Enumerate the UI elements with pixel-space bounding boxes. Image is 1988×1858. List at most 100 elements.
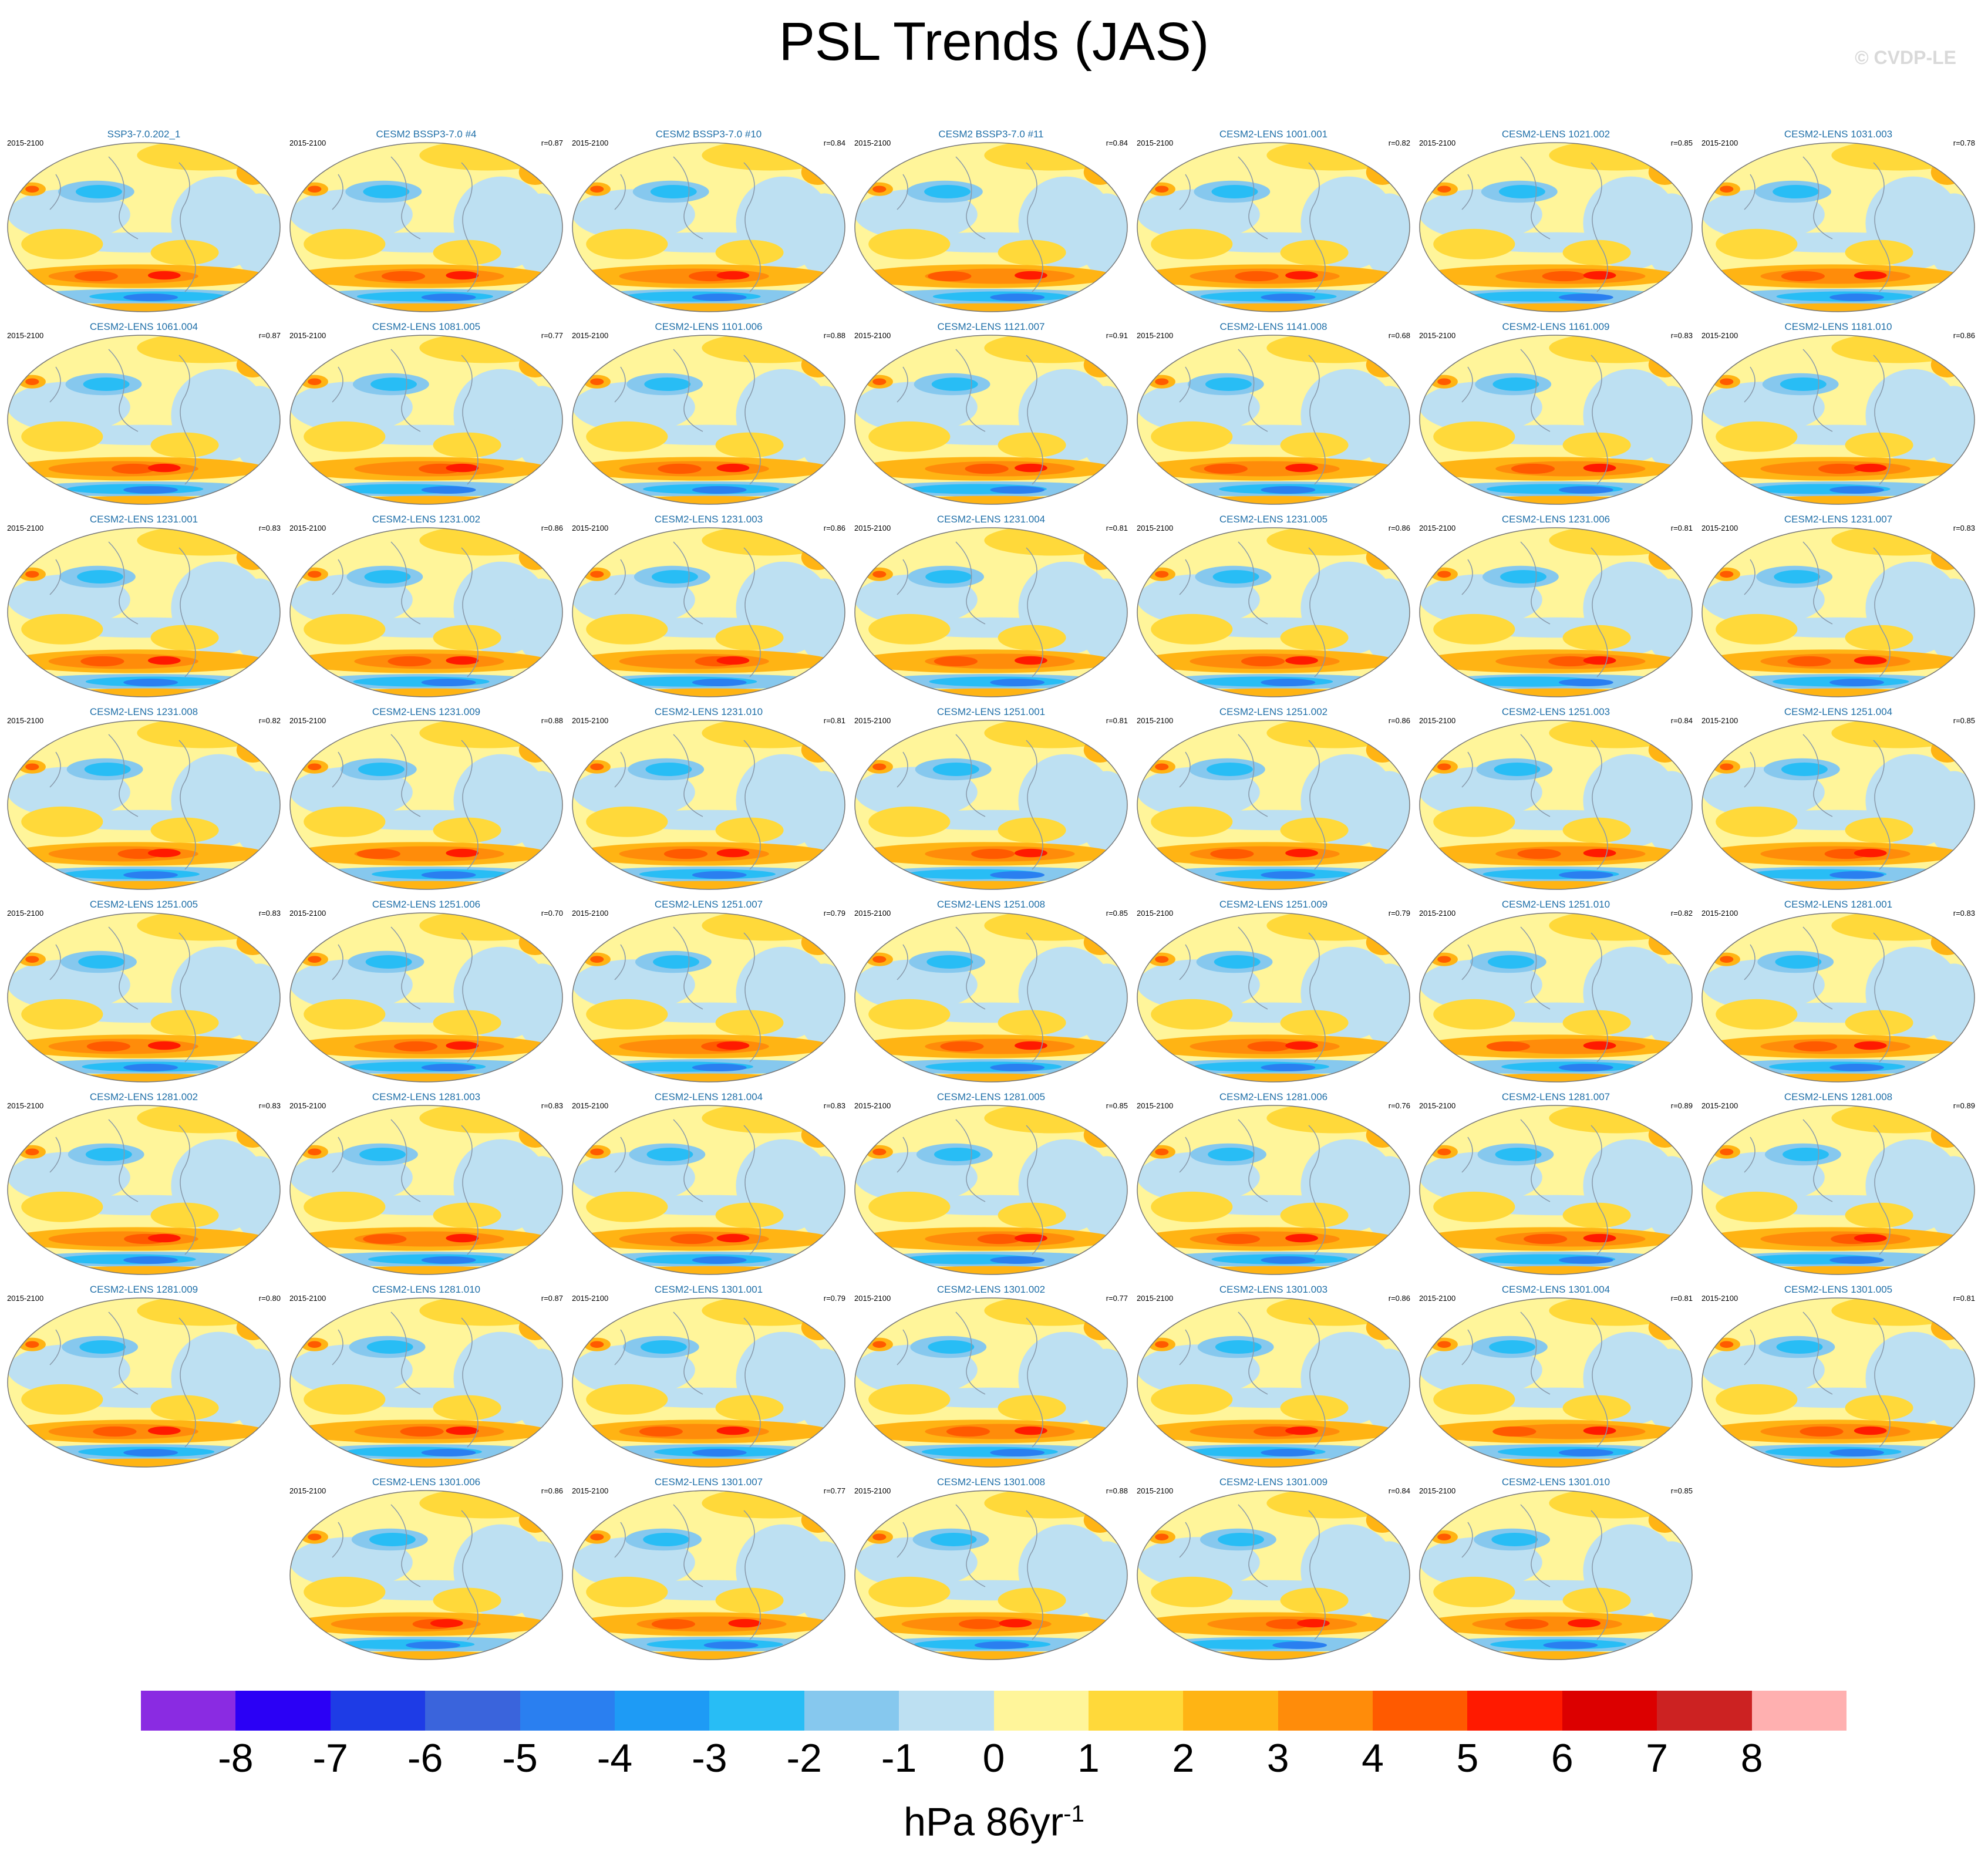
anomaly-region: [1280, 1587, 1349, 1613]
anomaly-region: [83, 377, 130, 392]
coastline: [614, 1119, 761, 1255]
anomaly-region: [868, 806, 951, 837]
map-panel: CESM2-LENS 1231.003 2015-2100 r=0.86: [571, 513, 847, 700]
anomaly-region: [1208, 1148, 1255, 1162]
panel-title: CESM2-LENS 1231.008: [89, 706, 198, 717]
anomaly-region: [304, 1576, 386, 1607]
map-svg: [1701, 142, 1975, 312]
anomaly-region: [111, 463, 156, 474]
map-border: [7, 720, 281, 890]
map-svg: [1701, 527, 1975, 697]
anomaly-region: [1280, 625, 1349, 650]
colorbar-box: [425, 1691, 521, 1731]
anomaly-region: [984, 913, 1121, 941]
unit-exponent: -1: [1063, 1801, 1084, 1827]
anomaly-region: [586, 1384, 668, 1415]
map-svg: [1419, 335, 1693, 505]
anomaly-region: [1818, 463, 1862, 474]
anomaly-region: [1261, 1256, 1316, 1264]
panel-title: CESM2-LENS 1281.010: [372, 1284, 481, 1295]
map-border: [289, 1490, 563, 1660]
map-svg: [1701, 912, 1975, 1083]
anomaly-region: [1648, 929, 1682, 955]
panel-correlation: r=0.83: [1953, 909, 1975, 918]
anomaly-region: [419, 335, 556, 363]
panel-period: 2015-2100: [572, 139, 609, 147]
anomaly-region: [1151, 1384, 1233, 1415]
anomaly-region: [1285, 1426, 1318, 1435]
panel-title: CESM2-LENS 1301.003: [1219, 1284, 1328, 1295]
anomaly-region: [433, 240, 501, 265]
panel-correlation: r=0.86: [823, 524, 845, 532]
panel-correlation: r=0.91: [1106, 331, 1128, 340]
anomaly-region: [1433, 228, 1515, 259]
panel-correlation: r=0.81: [1953, 1294, 1975, 1303]
map-panel: CESM2-LENS 1231.005 2015-2100 r=0.86: [1135, 513, 1411, 700]
map-svg: [289, 720, 563, 890]
anomaly-region: [1261, 1449, 1316, 1456]
panel-correlation: r=0.85: [1670, 1486, 1693, 1495]
panel-correlation: r=0.81: [1670, 524, 1693, 532]
anomaly-region: [1214, 955, 1261, 969]
coastline: [1461, 1119, 1608, 1255]
coastline: [614, 1504, 761, 1640]
panel-correlation: r=0.82: [1388, 139, 1410, 147]
anomaly-region: [998, 432, 1066, 458]
anomaly-region: [716, 1426, 750, 1435]
anomaly-region: [1266, 1298, 1403, 1326]
anomaly-region: [1562, 432, 1631, 458]
anomaly-region: [1241, 656, 1285, 667]
anomaly-region: [1548, 656, 1592, 667]
colorbar-box: [235, 1691, 331, 1731]
coastline: [49, 1311, 196, 1448]
map-panel: CESM2-LENS 1251.006 2015-2100 r=0.70: [288, 898, 564, 1085]
anomaly-region: [586, 999, 668, 1030]
anomaly-region: [928, 271, 972, 282]
anomaly-region: [1433, 613, 1515, 645]
panel-correlation: r=0.86: [1953, 331, 1975, 340]
colorbar-tick-label: 6: [1551, 1736, 1573, 1781]
panel-title: CESM2-LENS 1141.008: [1219, 321, 1327, 332]
anomaly-region: [998, 240, 1066, 265]
anomaly-region: [1437, 1148, 1451, 1155]
anomaly-region: [1800, 1426, 1844, 1437]
map-svg: [854, 912, 1128, 1083]
anomaly-region: [123, 1064, 178, 1071]
anomaly-region: [123, 1449, 178, 1456]
anomaly-region: [928, 1340, 975, 1354]
map-border: [7, 1105, 281, 1275]
panel-title: CESM2 BSSP3-7.0 #11: [938, 129, 1044, 140]
map-svg: [572, 335, 845, 505]
anomaly-region: [1774, 570, 1821, 584]
map-border: [1137, 912, 1410, 1083]
panel-correlation: r=0.70: [541, 909, 563, 918]
coastline: [1744, 541, 1891, 677]
anomaly-region: [702, 1105, 838, 1134]
anomaly-region: [1716, 1384, 1798, 1415]
panel-title: CESM2-LENS 1281.002: [89, 1091, 198, 1102]
anomaly-region: [1266, 1105, 1403, 1134]
anomaly-region: [958, 1618, 1003, 1630]
panel-title: CESM2-LENS 1251.004: [1784, 706, 1893, 717]
anomaly-region: [25, 956, 39, 963]
anomaly-region: [1562, 1395, 1631, 1421]
anomaly-region: [1760, 653, 1910, 669]
map-border: [1701, 720, 1975, 890]
anomaly-region: [446, 848, 479, 858]
anomaly-region: [1285, 1041, 1318, 1050]
anomaly-region: [965, 463, 1009, 474]
anomaly-region: [446, 1233, 479, 1243]
map-border: [572, 1490, 845, 1660]
anomaly-region: [872, 1533, 887, 1540]
colorbar-tick-label: 4: [1362, 1736, 1384, 1781]
anomaly-region: [1720, 1341, 1734, 1348]
coastline: [1744, 349, 1891, 485]
anomaly-region: [801, 352, 834, 377]
panel-period: 2015-2100: [289, 716, 326, 725]
panel-correlation: r=0.80: [258, 1294, 281, 1303]
anomaly-region: [1495, 1148, 1542, 1162]
anomaly-region: [419, 1298, 556, 1326]
anomaly-region: [716, 848, 750, 858]
anomaly-region: [728, 1618, 761, 1628]
anomaly-region: [702, 1298, 838, 1326]
